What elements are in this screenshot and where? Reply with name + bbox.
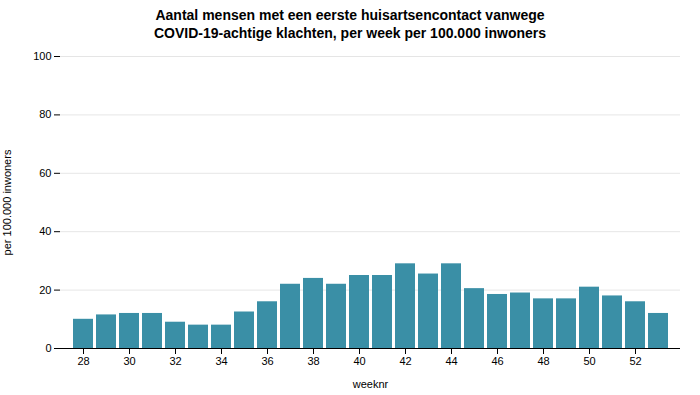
svg-text:80: 80 xyxy=(39,109,51,121)
svg-text:48: 48 xyxy=(537,356,549,368)
svg-text:per 100.000 inwoners: per 100.000 inwoners xyxy=(1,149,13,255)
svg-text:44: 44 xyxy=(445,356,457,368)
svg-text:36: 36 xyxy=(261,356,273,368)
html-text:COVID-19-achtige klachten, per: COVID-19-achtige klachten, per week per … xyxy=(153,25,547,42)
svg-text:42: 42 xyxy=(399,356,411,368)
svg-text:0: 0 xyxy=(45,342,51,354)
svg-text:weeknr: weeknr xyxy=(352,378,389,390)
html-text:Aantal mensen met een eerste h: Aantal mensen met een eerste huisartsenc… xyxy=(155,7,545,23)
svg-text:40: 40 xyxy=(39,226,51,238)
svg-text:30: 30 xyxy=(123,356,135,368)
svg-text:34: 34 xyxy=(215,356,227,368)
svg-text:20: 20 xyxy=(39,284,51,296)
svg-text:60: 60 xyxy=(39,167,51,179)
svg-text:100: 100 xyxy=(33,50,51,62)
svg-text:32: 32 xyxy=(169,356,181,368)
svg-text:50: 50 xyxy=(583,356,595,368)
svg-text:46: 46 xyxy=(491,356,503,368)
svg-text:40: 40 xyxy=(353,356,365,368)
svg-text:38: 38 xyxy=(307,356,319,368)
svg-text:28: 28 xyxy=(77,356,89,368)
svg-text:52: 52 xyxy=(629,356,641,368)
